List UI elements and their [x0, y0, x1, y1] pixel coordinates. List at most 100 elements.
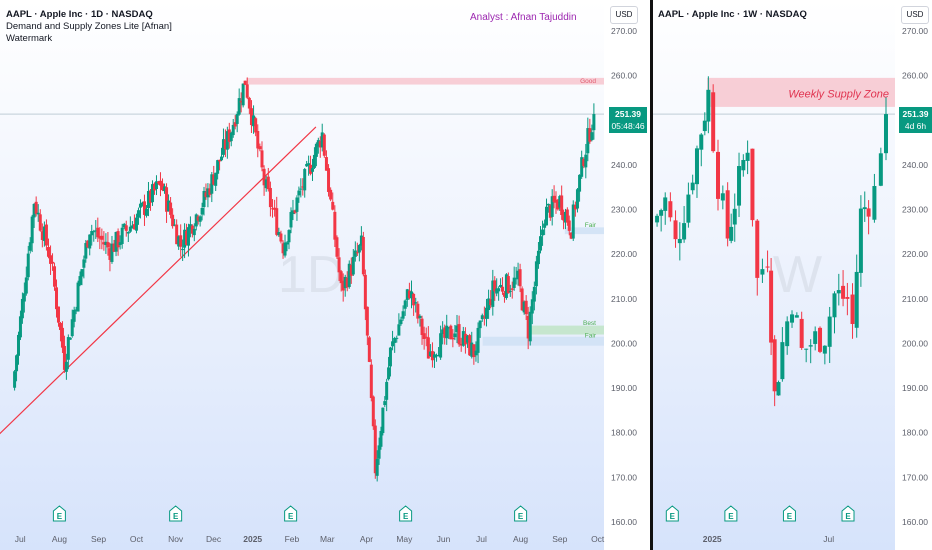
candle-body — [210, 174, 214, 194]
earnings-icon-label: E — [787, 512, 793, 521]
y-tick-label: 240.00 — [902, 160, 928, 170]
trendline — [0, 126, 317, 435]
bar-countdown: 05:48:46 — [611, 121, 645, 131]
candle-body — [237, 98, 241, 115]
indicator-name[interactable]: Demand and Supply Zones Lite [Afnan] — [6, 21, 172, 32]
candle-body — [410, 291, 414, 299]
candle-body — [532, 286, 536, 302]
candle-body — [247, 97, 251, 109]
x-tick-label: Jun — [437, 534, 451, 544]
zone-label: Fair — [585, 222, 597, 229]
candle-body — [493, 280, 497, 292]
candle-body — [741, 159, 746, 171]
candle-body — [832, 293, 837, 318]
candle-body — [516, 270, 520, 280]
x-tick-label: May — [396, 534, 413, 544]
candle-body — [522, 301, 526, 313]
earnings-icon — [284, 505, 298, 522]
candle-body — [333, 211, 337, 240]
candle-body — [86, 240, 90, 248]
candle-body — [343, 276, 347, 289]
weekly-chart-canvas[interactable]: W270.00260.00250.00240.00230.00220.00210… — [653, 0, 932, 550]
candle-body — [543, 223, 547, 228]
weekly-currency-button[interactable]: USD — [901, 6, 929, 24]
candle-body — [212, 174, 216, 185]
candle-body — [732, 208, 737, 225]
candle-body — [420, 318, 424, 336]
candle-body — [72, 309, 76, 322]
candle-body — [393, 338, 397, 343]
weekly-chart-pane[interactable]: W270.00260.00250.00240.00230.00220.00210… — [653, 0, 932, 550]
candle-body — [281, 243, 285, 254]
candle-body — [432, 354, 436, 358]
candle-body — [443, 327, 447, 338]
weekly-chart-legend: AAPL · Apple Inc · 1W · NASDAQ — [658, 9, 807, 21]
watermark-indicator-name[interactable]: Watermark — [6, 33, 53, 44]
candle-body — [26, 253, 30, 278]
candle-body — [245, 84, 249, 98]
earnings-icon-label: E — [728, 512, 734, 521]
candle-body — [381, 407, 385, 434]
candle-body — [463, 333, 467, 345]
currency-button[interactable]: USD — [610, 6, 638, 24]
candle-body — [20, 298, 24, 319]
price-axis-background — [895, 0, 932, 550]
candle-body — [785, 321, 790, 347]
candle-body — [690, 182, 695, 191]
candle-body — [108, 248, 112, 260]
candle-body — [499, 284, 503, 288]
candle-body — [573, 204, 577, 210]
candle-body — [584, 154, 588, 168]
candle-body — [118, 242, 122, 245]
candle-body — [548, 205, 552, 218]
x-tick-label: Oct — [591, 534, 605, 544]
candle-body — [453, 333, 457, 338]
symbol-title[interactable]: AAPL · Apple Inc · 1D · NASDAQ — [6, 9, 153, 20]
candle-body — [772, 339, 777, 392]
daily-chart-pane[interactable]: 1D270.00260.00250.00240.00230.00220.0021… — [0, 0, 650, 550]
candle-body — [241, 83, 245, 106]
weekly-symbol-title[interactable]: AAPL · Apple Inc · 1W · NASDAQ — [658, 9, 807, 20]
y-tick-label: 190.00 — [611, 383, 637, 393]
y-tick-label: 200.00 — [611, 338, 637, 348]
candle-body — [694, 148, 699, 185]
candle-body — [303, 169, 307, 191]
candle-body — [299, 188, 303, 190]
candle-body — [510, 288, 514, 290]
candle-body — [49, 255, 53, 264]
candle-body — [264, 179, 268, 189]
candle-body — [369, 364, 373, 399]
candle-body — [96, 227, 100, 238]
candle-body — [18, 316, 22, 338]
pane-divider[interactable] — [650, 0, 653, 550]
candle-body — [179, 235, 183, 247]
candle-body — [92, 231, 96, 233]
candle-body — [371, 396, 375, 427]
daily-chart-canvas[interactable]: 1D270.00260.00250.00240.00230.00220.0021… — [0, 0, 650, 550]
candle-body — [169, 202, 173, 215]
candle-body — [150, 184, 154, 203]
candle-body — [163, 186, 167, 192]
candle-body — [474, 350, 478, 356]
candle-body — [310, 168, 314, 172]
candle-body — [196, 216, 200, 221]
candle-body — [70, 319, 74, 337]
candle-body — [412, 293, 416, 306]
candle-body — [750, 148, 755, 221]
candle-body — [60, 327, 64, 348]
earnings-icon — [399, 505, 413, 522]
candle-body — [552, 195, 556, 203]
candle-body — [235, 114, 239, 124]
candle-body — [556, 201, 560, 210]
x-tick-label: Sep — [552, 534, 567, 544]
candle-body — [560, 195, 564, 215]
x-tick-label: Feb — [285, 534, 300, 544]
candle-body — [233, 122, 237, 127]
candle-body — [78, 276, 82, 285]
earnings-icon — [724, 505, 738, 522]
candle-body — [309, 164, 313, 174]
weekly-supply-zone-label: Weekly Supply Zone — [788, 88, 889, 100]
y-tick-label: 230.00 — [902, 205, 928, 215]
candle-body — [221, 139, 225, 155]
candle-body — [487, 298, 491, 310]
